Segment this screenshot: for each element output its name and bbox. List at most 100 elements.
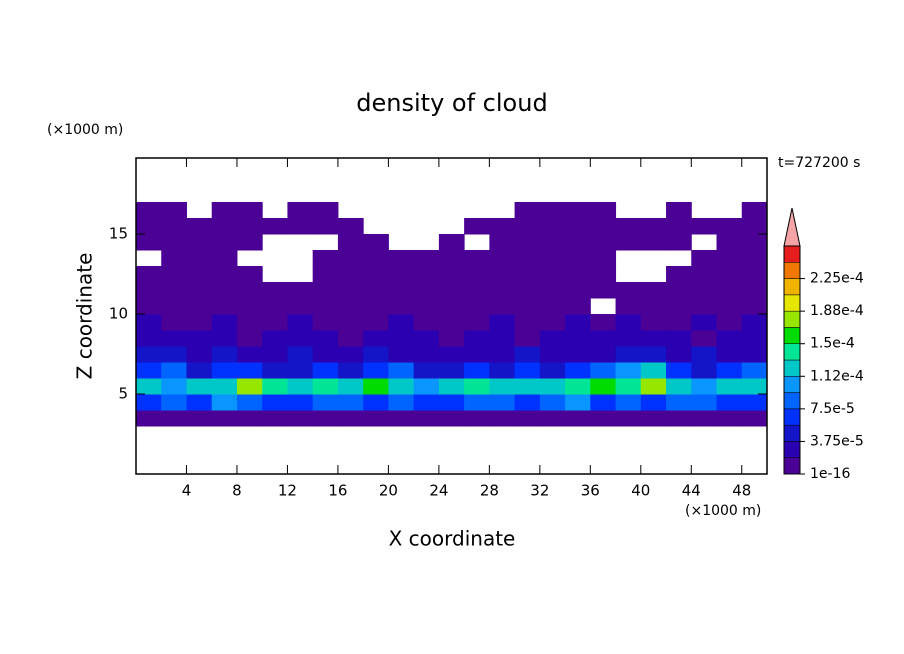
- contour-cell: [716, 250, 743, 267]
- contour-cell: [464, 314, 490, 331]
- contour-cell: [590, 218, 617, 235]
- contour-cell: [337, 362, 364, 379]
- contour-cell: [615, 378, 642, 395]
- contour-cell: [464, 378, 490, 395]
- time-label: t=727200 s: [778, 155, 860, 171]
- contour-cell: [438, 282, 465, 299]
- contour-cell: [211, 346, 238, 363]
- contour-cell: [590, 250, 617, 267]
- contour-cell: [136, 410, 162, 427]
- contour-cell: [691, 410, 718, 427]
- contour-cell: [489, 298, 516, 315]
- contour-cell: [489, 250, 516, 267]
- contour-cell: [312, 378, 339, 395]
- contour-cell: [337, 282, 364, 299]
- contour-cell: [615, 346, 642, 363]
- contour-cell: [666, 314, 692, 331]
- y-tick-label: 10: [109, 305, 128, 323]
- contour-cell: [464, 330, 490, 347]
- contour-cell: [312, 346, 339, 363]
- contour-cell: [388, 410, 415, 427]
- contour-cell: [136, 266, 162, 283]
- contour-cell: [211, 410, 238, 427]
- contour-cell: [287, 362, 314, 379]
- contour-cell: [287, 202, 314, 219]
- y-axis-label: Z coordinate: [73, 253, 97, 380]
- contour-cell: [236, 330, 263, 347]
- contour-cell: [716, 362, 743, 379]
- contour-cell: [741, 282, 768, 299]
- contour-cell: [666, 218, 692, 235]
- contour-cell: [539, 298, 566, 315]
- contour-cell: [716, 330, 743, 347]
- contour-cell: [489, 266, 516, 283]
- contour-cell: [363, 250, 389, 267]
- colorbar-band: [783, 441, 801, 458]
- contour-cell: [539, 266, 566, 283]
- contour-cell: [615, 410, 642, 427]
- contour-cell: [741, 378, 768, 395]
- contour-cell: [236, 282, 263, 299]
- contour-cell: [312, 314, 339, 331]
- contour-cell: [514, 410, 541, 427]
- contour-cell: [539, 282, 566, 299]
- contour-cell: [666, 362, 692, 379]
- contour-cell: [489, 314, 516, 331]
- contour-cell: [741, 330, 768, 347]
- contour-cell: [413, 282, 440, 299]
- contour-cell: [388, 298, 415, 315]
- colorbar-tick-label: 2.25e-4: [810, 271, 864, 287]
- x-tick-label: 28: [480, 482, 499, 500]
- contour-cell: [236, 394, 263, 411]
- contour-cell: [287, 410, 314, 427]
- plot-frame: [135, 157, 768, 475]
- contour-cell: [640, 234, 667, 251]
- contour-cell: [716, 218, 743, 235]
- contour-cell: [590, 362, 617, 379]
- contour-cell: [666, 266, 692, 283]
- contour-cell: [337, 234, 364, 251]
- contour-cell: [211, 298, 238, 315]
- contour-cell: [262, 362, 288, 379]
- contour-cell: [161, 202, 187, 219]
- contour-cell: [438, 314, 465, 331]
- contour-cell: [590, 330, 617, 347]
- contour-cell: [565, 394, 591, 411]
- contour-cell: [211, 282, 238, 299]
- contour-cell: [262, 314, 288, 331]
- contour-cell: [691, 330, 718, 347]
- contour-cell: [312, 218, 339, 235]
- contour-cell: [741, 234, 768, 251]
- contour-cell: [186, 314, 213, 331]
- contour-cell: [565, 298, 591, 315]
- contour-cell: [464, 362, 490, 379]
- contour-cell: [741, 202, 768, 219]
- contour-cell: [565, 250, 591, 267]
- contour-cell: [615, 362, 642, 379]
- contour-cell: [312, 410, 339, 427]
- colorbar-band: [783, 343, 801, 361]
- contour-cell: [337, 218, 364, 235]
- contour-cell: [337, 346, 364, 363]
- contour-cell: [514, 202, 541, 219]
- contour-cell: [337, 250, 364, 267]
- contour-cell: [337, 266, 364, 283]
- contour-cell: [236, 298, 263, 315]
- contour-cell: [186, 330, 213, 347]
- contour-cell: [236, 362, 263, 379]
- contour-cell: [363, 410, 389, 427]
- x-tick-label: 8: [232, 482, 242, 500]
- x-unit: (×1000 m): [685, 503, 761, 519]
- contour-cell: [565, 282, 591, 299]
- contour-cell: [388, 266, 415, 283]
- contour-cell: [161, 378, 187, 395]
- contour-cell: [716, 234, 743, 251]
- contour-cell: [211, 202, 238, 219]
- contour-cell: [136, 298, 162, 315]
- contour-cell: [514, 346, 541, 363]
- contour-cell: [464, 266, 490, 283]
- contour-cell: [413, 330, 440, 347]
- contour-cell: [136, 378, 162, 395]
- contour-cell: [691, 266, 718, 283]
- contour-cell: [262, 282, 288, 299]
